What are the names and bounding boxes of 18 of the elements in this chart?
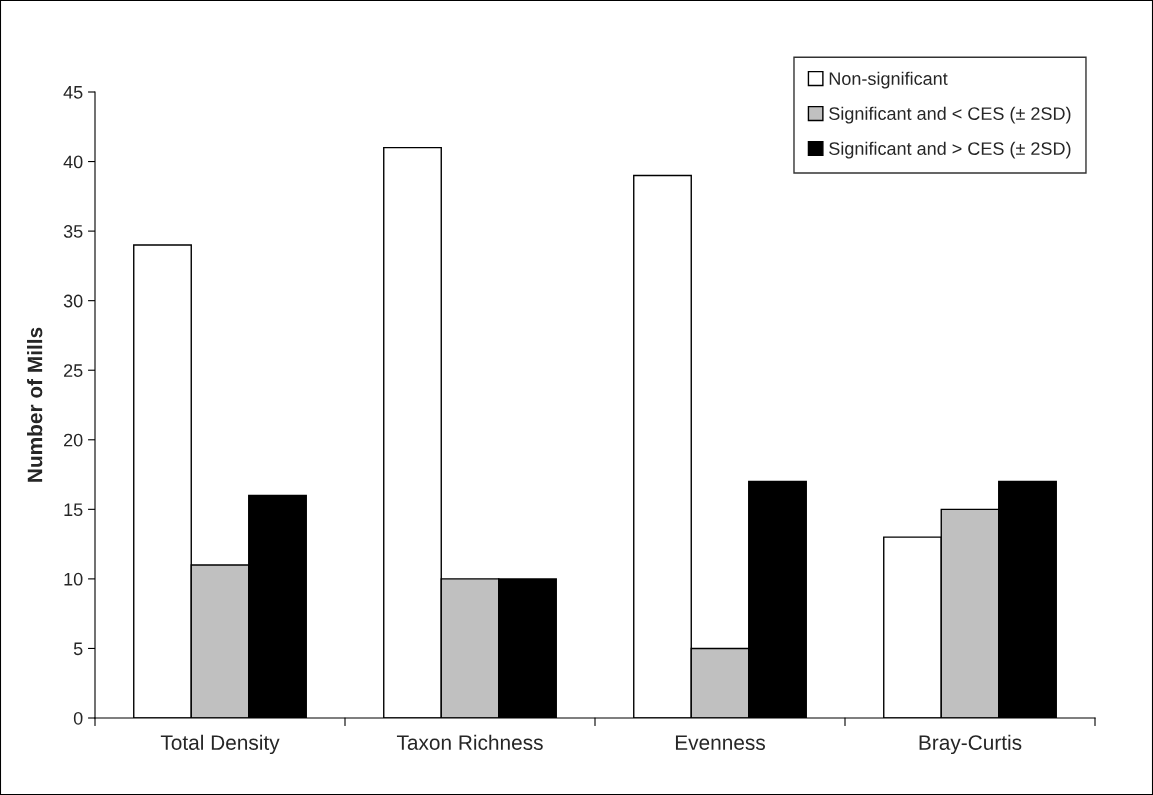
legend-label: Non-significant	[829, 71, 948, 89]
y-tick-label: 25	[64, 364, 83, 377]
x-tick-label: Evenness	[675, 735, 765, 750]
x-tick-label: Bray-Curtis	[919, 734, 1022, 755]
y-tick-label: 35	[63, 225, 83, 238]
legend-label: Significant and > CES (± 2SD)	[829, 141, 1071, 159]
y-tick-label: 10	[64, 572, 83, 586]
x-tick-label: Total Density	[160, 734, 280, 755]
y-tick-label: 0	[73, 711, 83, 725]
y-tick-label: 30	[63, 294, 83, 308]
x-tick-label: Taxon Richness	[396, 734, 543, 750]
y-tick-label: 5	[73, 642, 83, 656]
legend-label: Significant and < CES (± 2SD)	[829, 106, 1071, 124]
y-axis-title: Number of Mills	[27, 327, 43, 482]
y-tick-label: 15	[64, 503, 83, 517]
y-tick-label: 20	[64, 433, 83, 447]
y-tick-label: 40	[63, 155, 83, 169]
y-tick-label: 45	[63, 86, 83, 99]
